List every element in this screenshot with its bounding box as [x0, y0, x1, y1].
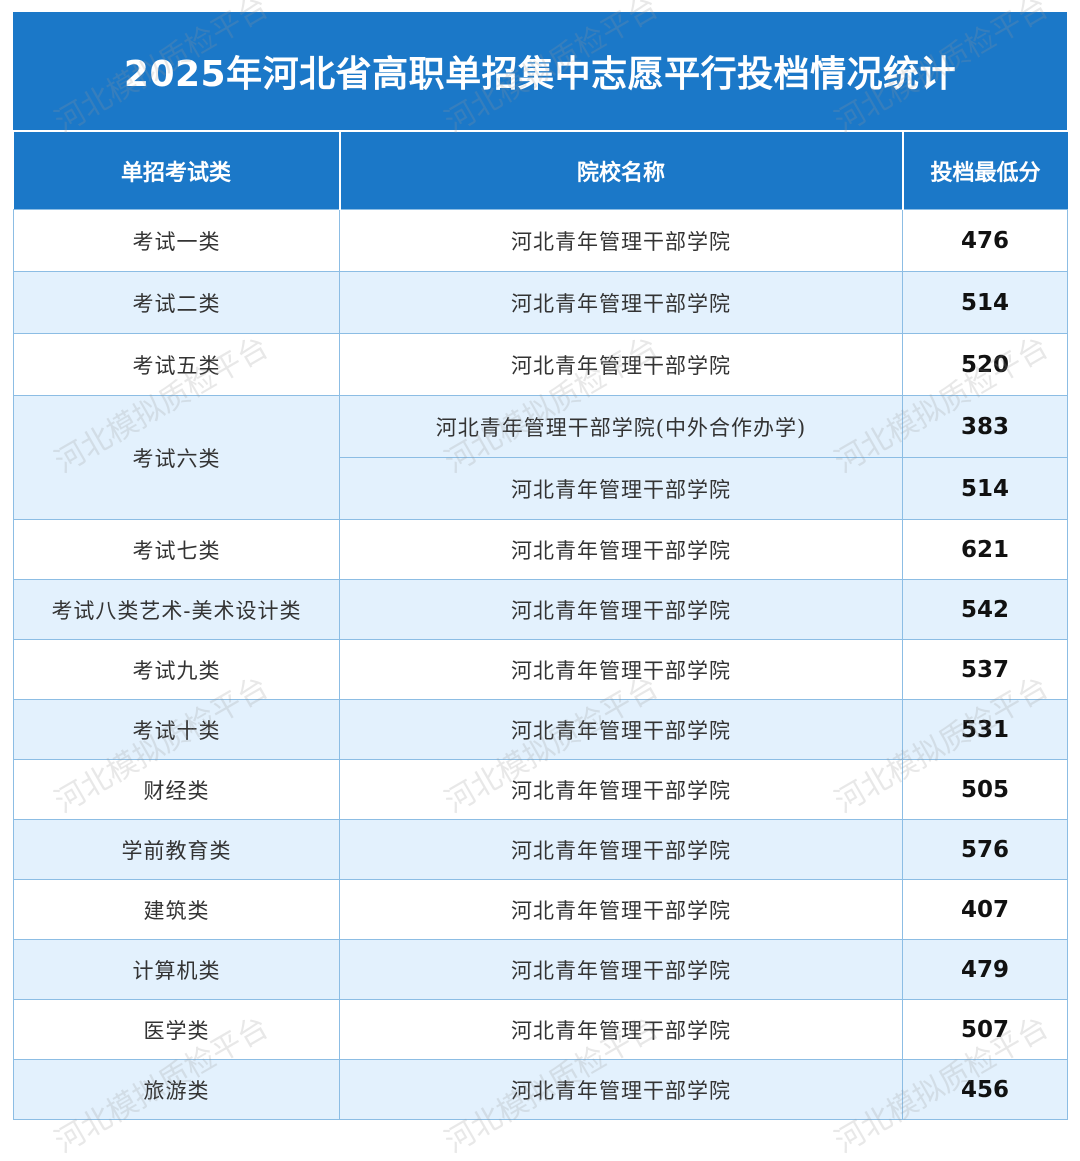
score-table-card: 2025年河北省高职单招集中志愿平行投档情况统计 单招考试类 院校名称 投档最低… — [13, 12, 1068, 1120]
table-row: 学前教育类 河北青年管理干部学院 576 — [13, 819, 1068, 880]
score-cell: 520 — [902, 333, 1068, 396]
table-row: 考试八类艺术-美术设计类 河北青年管理干部学院 542 — [13, 579, 1068, 640]
table-row: 财经类 河北青年管理干部学院 505 — [13, 759, 1068, 820]
school-cell: 河北青年管理干部学院 — [339, 759, 903, 820]
category-cell: 考试五类 — [13, 333, 340, 396]
header-category: 单招考试类 — [13, 130, 340, 210]
score-cell: 531 — [902, 699, 1068, 760]
category-cell: 考试二类 — [13, 271, 340, 334]
score-cell: 514 — [902, 457, 1068, 520]
table-row: 考试十类 河北青年管理干部学院 531 — [13, 699, 1068, 760]
score-cell: 537 — [902, 639, 1068, 700]
school-cell: 河北青年管理干部学院 — [339, 1059, 903, 1120]
school-cell: 河北青年管理干部学院 — [339, 457, 903, 520]
category-cell: 医学类 — [13, 999, 340, 1060]
table-row: 建筑类 河北青年管理干部学院 407 — [13, 879, 1068, 940]
score-cell: 476 — [902, 209, 1068, 272]
table-row: 旅游类 河北青年管理干部学院 456 — [13, 1059, 1068, 1120]
table-row: 计算机类 河北青年管理干部学院 479 — [13, 939, 1068, 1000]
table-row: 考试二类 河北青年管理干部学院 514 — [13, 271, 1068, 334]
category-cell-merged: 考试六类 — [13, 395, 340, 520]
table-row: 考试六类 河北青年管理干部学院(中外合作办学) 383 — [13, 395, 1068, 520]
table-row: 河北青年管理干部学院 514 — [14, 457, 1068, 520]
school-cell: 河北青年管理干部学院 — [339, 939, 903, 1000]
category-cell: 考试十类 — [13, 699, 340, 760]
admission-score-table: 单招考试类 院校名称 投档最低分 考试一类 河北青年管理干部学院 476 考试二… — [13, 130, 1068, 1120]
score-cell: 621 — [902, 519, 1068, 580]
school-cell: 河北青年管理干部学院 — [339, 579, 903, 640]
school-cell: 河北青年管理干部学院 — [339, 879, 903, 940]
category-cell: 建筑类 — [13, 879, 340, 940]
school-cell: 河北青年管理干部学院 — [339, 519, 903, 580]
category-cell: 考试七类 — [13, 519, 340, 580]
score-cell: 383 — [902, 395, 1068, 458]
score-cell: 407 — [902, 879, 1068, 940]
school-cell: 河北青年管理干部学院 — [339, 209, 903, 272]
score-cell: 576 — [902, 819, 1068, 880]
score-cell: 479 — [902, 939, 1068, 1000]
school-cell: 河北青年管理干部学院 — [339, 999, 903, 1060]
school-cell: 河北青年管理干部学院 — [339, 819, 903, 880]
table-row: 医学类 河北青年管理干部学院 507 — [13, 999, 1068, 1060]
header-school: 院校名称 — [338, 130, 903, 210]
school-cell: 河北青年管理干部学院 — [339, 639, 903, 700]
page-title: 2025年河北省高职单招集中志愿平行投档情况统计 — [123, 54, 957, 95]
category-cell: 考试八类艺术-美术设计类 — [13, 579, 340, 640]
table-row: 考试七类 河北青年管理干部学院 621 — [13, 519, 1068, 580]
category-cell: 旅游类 — [13, 1059, 340, 1120]
table-row: 考试一类 河北青年管理干部学院 476 — [13, 209, 1068, 272]
table-row: 考试九类 河北青年管理干部学院 537 — [13, 639, 1068, 700]
category-cell: 财经类 — [13, 759, 340, 820]
school-cell: 河北青年管理干部学院 — [339, 271, 903, 334]
score-cell: 542 — [902, 579, 1068, 640]
category-cell: 学前教育类 — [13, 819, 340, 880]
category-cell: 计算机类 — [13, 939, 340, 1000]
title-bar: 2025年河北省高职单招集中志愿平行投档情况统计 — [13, 12, 1067, 130]
category-cell: 考试一类 — [13, 209, 340, 272]
score-cell: 456 — [902, 1059, 1068, 1120]
category-cell: 考试九类 — [13, 639, 340, 700]
score-cell: 507 — [902, 999, 1068, 1060]
table-header-row: 单招考试类 院校名称 投档最低分 — [13, 130, 1068, 210]
table-row: 考试五类 河北青年管理干部学院 520 — [13, 333, 1068, 396]
school-cell: 河北青年管理干部学院 — [339, 699, 903, 760]
score-cell: 505 — [902, 759, 1068, 820]
school-cell: 河北青年管理干部学院 — [339, 333, 903, 396]
score-cell: 514 — [902, 271, 1068, 334]
header-score: 投档最低分 — [901, 130, 1068, 210]
school-cell: 河北青年管理干部学院(中外合作办学) — [339, 395, 903, 458]
